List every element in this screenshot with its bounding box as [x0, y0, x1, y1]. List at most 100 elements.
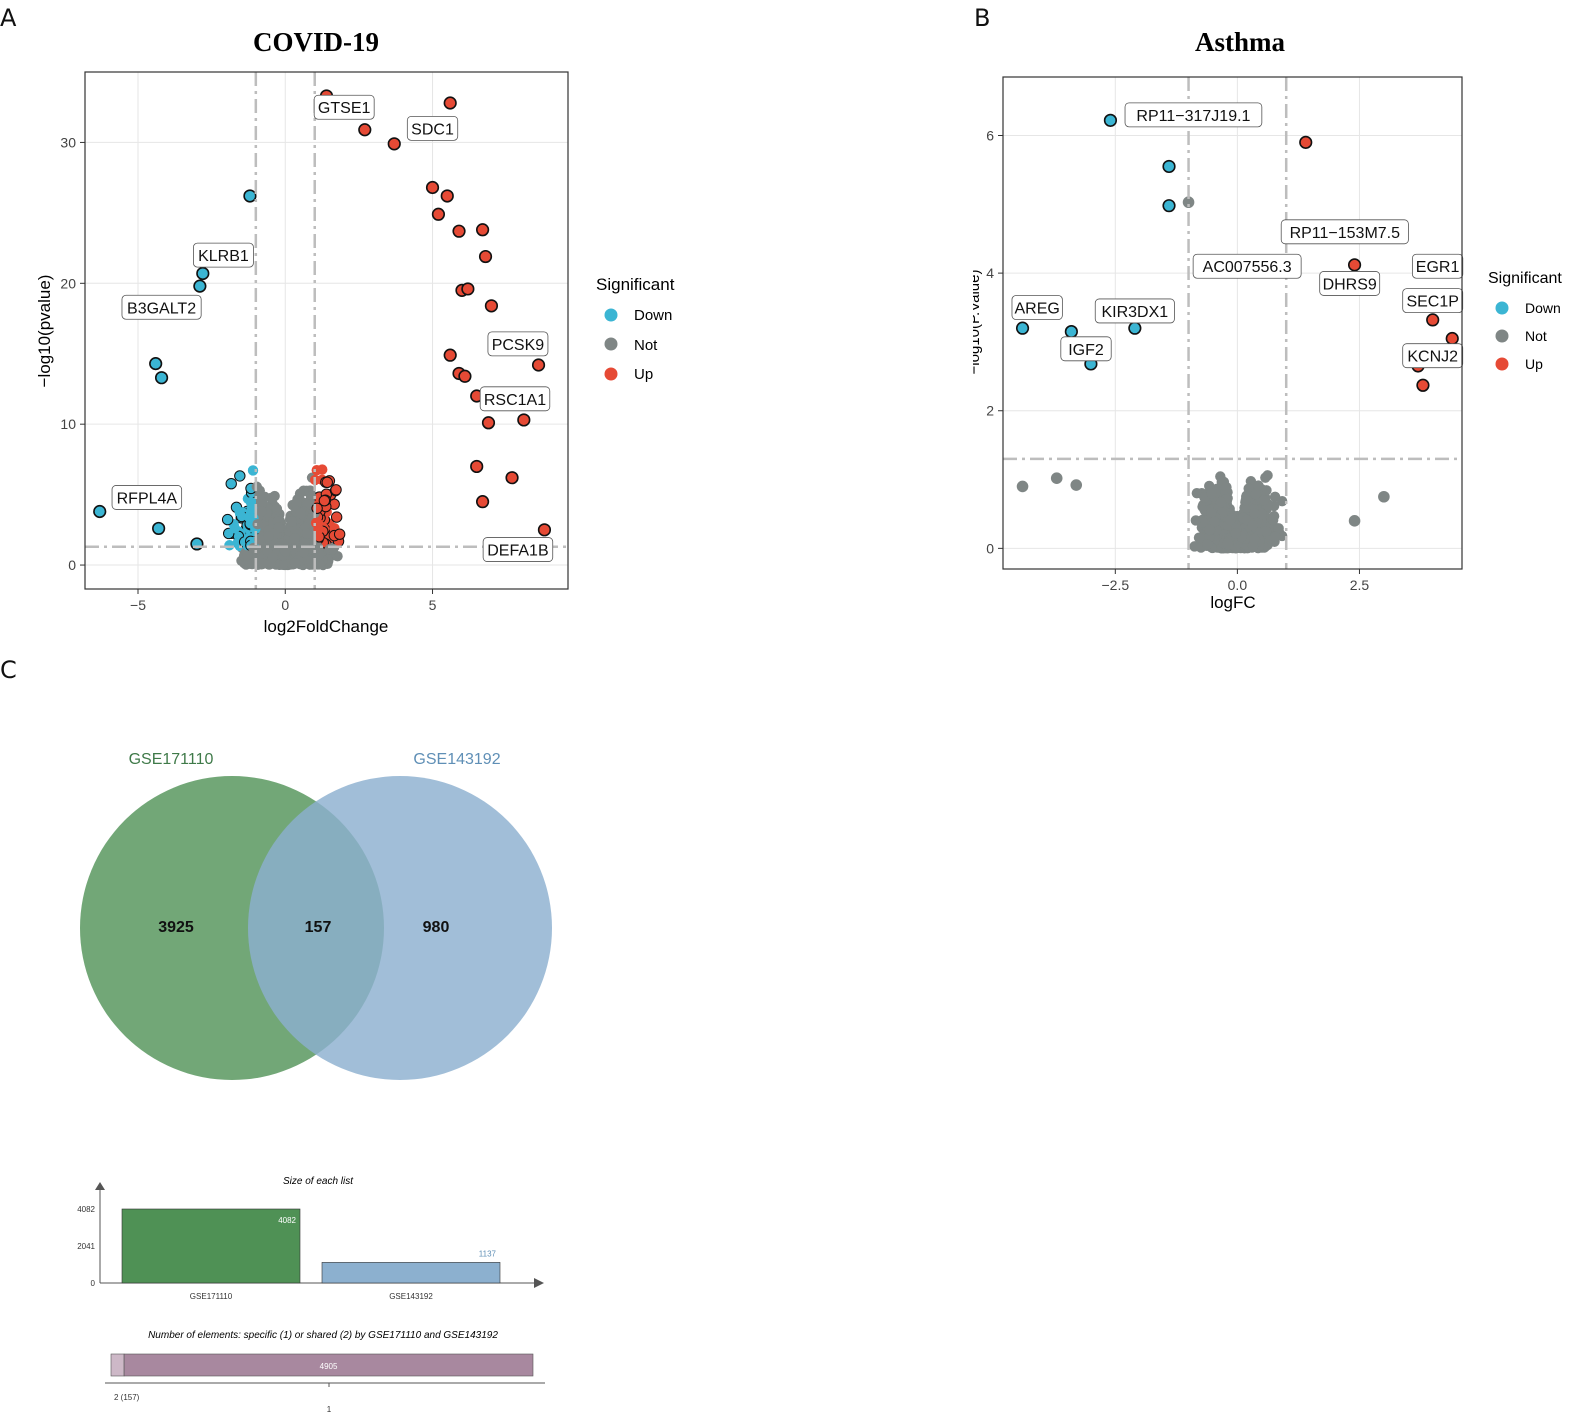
venn-set-label-left: GSE171110: [129, 751, 214, 768]
list-size-title: Size of each list: [283, 1176, 354, 1187]
gene-label-box: [406, 115, 459, 141]
data-point: [295, 508, 307, 519]
y-tick-label: 0: [68, 557, 76, 573]
venn-set-label-right: GSE143192: [413, 751, 500, 768]
data-point: [242, 550, 253, 561]
data-point: [257, 558, 269, 569]
legend: Significant Down Not Up: [596, 275, 675, 383]
list-size-chart: Size of each list 0 2041 4082 4082 GSE171110…: [77, 1176, 545, 1414]
gene-label-box: [313, 94, 375, 120]
data-point: [314, 559, 325, 570]
highlight-point: [440, 189, 454, 203]
data-point: [330, 511, 343, 523]
gene-label: RFPL4A: [117, 490, 178, 507]
chart-title-covid19: COVID-19: [253, 27, 379, 57]
data-point: [277, 559, 288, 570]
data-point: [256, 505, 267, 517]
y-tick-label: 6: [986, 127, 994, 143]
highlight-point: [1162, 159, 1176, 174]
plot-frame: [84, 71, 569, 590]
data-point: [1195, 532, 1207, 544]
data-point: [1260, 472, 1271, 483]
data-point: [318, 494, 331, 507]
gene-label: KCNJ2: [1407, 349, 1458, 366]
data-point: [1215, 496, 1227, 508]
volcano-plot-asthma: Asthma RP11−317J19.1 RP11−153M7.5 AC007556…: [973, 27, 1562, 612]
venn-diagram: GSE171110 GSE143192 3925 157 980: [80, 751, 552, 1080]
x-tick-label: 5: [429, 597, 437, 613]
legend-key-not: [604, 337, 618, 351]
gene-label-box: [193, 242, 254, 268]
highlight-point: [1015, 321, 1030, 335]
gene-label-box: [1280, 219, 1409, 245]
highlight-point: [443, 348, 457, 362]
highlight-point: [1445, 331, 1459, 346]
data-point: [1209, 516, 1220, 527]
list-size-bar: [321, 1262, 501, 1284]
gene-label: SDC1: [411, 121, 454, 138]
legend-key-not: [1495, 329, 1509, 343]
data-point: [1230, 527, 1241, 539]
highlight-point: [484, 299, 499, 313]
data-point: [234, 506, 245, 518]
legend-key-up: [604, 367, 618, 381]
y-tick-label: 0: [986, 540, 994, 556]
highlight-point: [431, 207, 446, 221]
gene-label-box: [487, 331, 549, 357]
panel-label-c: C: [0, 656, 17, 684]
x-axis-title: logFC: [1210, 593, 1255, 612]
gene-label-box: [1319, 271, 1381, 296]
highlight-point: [481, 416, 496, 430]
data-point: [1260, 526, 1272, 537]
volcano-plot-covid19: COVID-19 GTSE1 SDC1 KLRB1 B3GALT2 PCSK9 RSC1A…: [35, 27, 675, 636]
highlight-point: [461, 282, 475, 296]
data-point: [1206, 507, 1217, 519]
highlight-point: [1347, 258, 1362, 272]
gene-label: SEC1P: [1406, 294, 1458, 311]
data-point: [1247, 519, 1258, 531]
venn-count-left-only: 3925: [158, 919, 194, 936]
data-point: [290, 558, 301, 569]
highlight-point: [1348, 515, 1361, 527]
gene-label-box: [1124, 102, 1263, 128]
elements-bar-value: 4905: [320, 1362, 338, 1371]
data-point: [1202, 539, 1213, 550]
data-point: [330, 484, 342, 496]
y-tick-label: 2: [986, 403, 994, 419]
y-tick-label: 2041: [77, 1242, 95, 1251]
highlight-point: [1103, 113, 1118, 127]
gene-label: AC007556.3: [1203, 259, 1292, 276]
gene-label-box: [121, 294, 202, 320]
highlight-point: [1299, 135, 1313, 149]
highlight-point: [358, 123, 372, 137]
data-point: [1224, 514, 1236, 526]
gene-label-box: [1411, 253, 1464, 279]
gene-label: PCSK9: [492, 337, 545, 354]
data-point: [1269, 491, 1281, 502]
legend-label-up: Up: [634, 366, 653, 383]
plot-background: [1003, 77, 1462, 569]
bar-category-label: GSE171110: [190, 1292, 233, 1301]
legend-label-not: Not: [634, 337, 658, 354]
highlight-point: [425, 180, 440, 195]
data-point: [1258, 495, 1270, 506]
data-point: [225, 478, 237, 490]
highlight-point: [1182, 196, 1195, 209]
gene-label-box: [1402, 343, 1464, 369]
data-point: [313, 549, 325, 560]
highlight-point: [1050, 472, 1063, 484]
x-tick-label: 0: [281, 597, 289, 613]
highlight-point: [470, 459, 484, 474]
data-point: [321, 476, 333, 489]
data-point: [1253, 480, 1264, 491]
data-point: [1270, 531, 1281, 543]
list-size-bar: [121, 1208, 301, 1284]
highlight-point: [1378, 490, 1390, 503]
data-point: [1206, 488, 1217, 499]
x-axis-arrow: [534, 1278, 544, 1288]
x-axis-title: log2FoldChange: [264, 617, 389, 636]
bar-value-label: 1137: [479, 1249, 497, 1258]
data-point: [1250, 489, 1261, 500]
bar-category-label: GSE143192: [389, 1292, 433, 1301]
gene-label-box: [1094, 298, 1175, 324]
